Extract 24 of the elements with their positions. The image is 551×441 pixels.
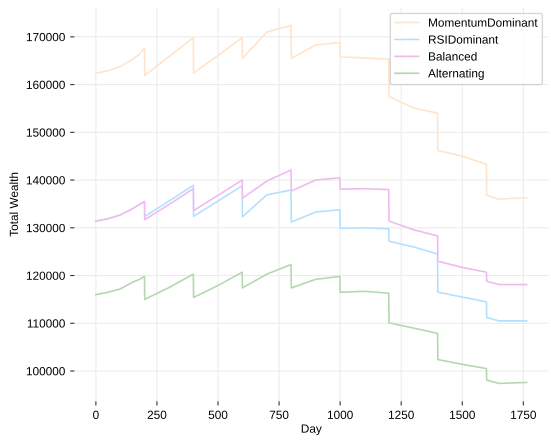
x-tick-label: 250 bbox=[148, 410, 166, 420]
legend-label: MomentumDominant bbox=[429, 18, 538, 27]
y-tick-label: 150000 bbox=[26, 128, 65, 137]
x-tick-label: 500 bbox=[208, 410, 228, 420]
y-tick-label: 160000 bbox=[26, 80, 65, 89]
x-tick-label: 1500 bbox=[450, 410, 475, 420]
x-axis-title: Day bbox=[302, 424, 322, 436]
y-tick-label: 120000 bbox=[26, 272, 65, 280]
legend-label: Alternating bbox=[428, 68, 484, 80]
x-tick-label: 750 bbox=[270, 410, 288, 420]
x-tick-label: 1000 bbox=[328, 410, 353, 420]
legend-label: RSIDominant bbox=[429, 35, 498, 44]
y-tick-label: 170000 bbox=[26, 32, 65, 42]
y-axis-title: Total Wealth bbox=[9, 172, 18, 237]
y-tick-label: 130000 bbox=[26, 224, 65, 232]
legend-label: Balanced bbox=[429, 52, 477, 61]
x-tick-label: 1750 bbox=[511, 410, 536, 420]
x-tick-label: 0 bbox=[93, 410, 99, 420]
line-series bbox=[95, 264, 528, 384]
line-series bbox=[95, 169, 528, 286]
y-tick-label: 110000 bbox=[28, 319, 65, 328]
y-tick-label: 100000 bbox=[26, 367, 65, 376]
x-tick-label: 1250 bbox=[388, 410, 414, 420]
y-tick-label: 140000 bbox=[26, 176, 65, 184]
